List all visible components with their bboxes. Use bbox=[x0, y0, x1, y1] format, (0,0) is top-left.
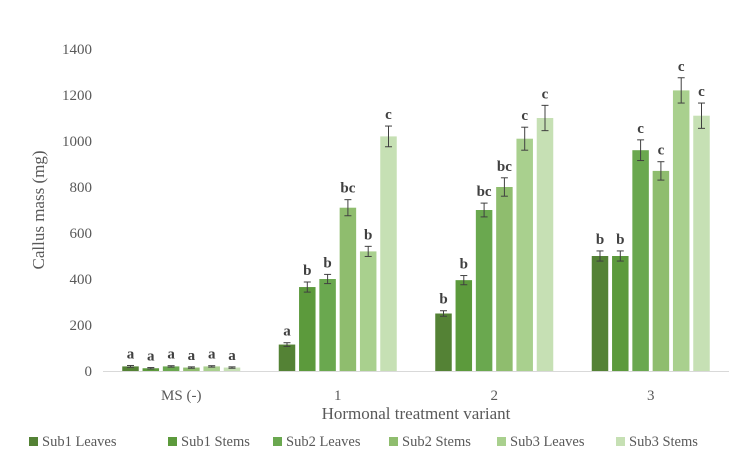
significance-label: a bbox=[147, 349, 155, 365]
bar bbox=[380, 136, 397, 371]
significance-label: c bbox=[637, 121, 644, 137]
y-tick-label: 1000 bbox=[62, 134, 92, 150]
bar bbox=[142, 368, 160, 371]
legend-swatch bbox=[616, 437, 625, 446]
y-tick-label: 400 bbox=[70, 272, 93, 288]
y-tick-label: 1200 bbox=[62, 88, 92, 104]
bar bbox=[632, 150, 649, 371]
bar bbox=[183, 367, 200, 371]
bar bbox=[612, 256, 629, 371]
significance-label: a bbox=[167, 347, 175, 363]
legend-swatch bbox=[389, 437, 398, 446]
legend-label: Sub3 Leaves bbox=[510, 434, 585, 450]
legend-swatch bbox=[497, 437, 506, 446]
y-tick-label: 0 bbox=[85, 364, 93, 380]
bar bbox=[693, 115, 710, 371]
y-tick-label: 800 bbox=[70, 180, 93, 196]
bar bbox=[435, 313, 452, 371]
bar bbox=[339, 207, 357, 371]
legend-swatch bbox=[273, 437, 282, 446]
legend-label: Sub2 Stems bbox=[402, 434, 471, 450]
bar bbox=[203, 366, 220, 371]
significance-label: a bbox=[283, 324, 291, 340]
significance-label: b bbox=[460, 257, 468, 273]
legend-swatch bbox=[29, 437, 38, 446]
legend-label: Sub2 Leaves bbox=[286, 434, 361, 450]
significance-label: bc bbox=[497, 159, 512, 175]
significance-label: b bbox=[323, 255, 331, 271]
legend-label: Sub3 Stems bbox=[629, 434, 698, 450]
bar bbox=[162, 366, 180, 371]
significance-label: c bbox=[385, 107, 392, 123]
bar bbox=[319, 279, 336, 371]
bar bbox=[672, 90, 690, 372]
y-axis: 0 200 400 600 800 1000 1200 1400 bbox=[62, 42, 92, 380]
x-tick-label: MS (-) bbox=[161, 388, 201, 404]
legend: Sub1 Leaves Sub1 Stems Sub2 Leaves Sub2 Ste… bbox=[29, 434, 698, 450]
significance-label: c bbox=[698, 84, 705, 100]
significance-label: a bbox=[208, 347, 216, 363]
bar bbox=[299, 287, 316, 371]
legend-label: Sub1 Leaves bbox=[42, 434, 117, 450]
bar bbox=[536, 118, 554, 371]
y-tick-label: 200 bbox=[70, 318, 93, 334]
significance-label: c bbox=[542, 86, 549, 102]
significance-label: c bbox=[658, 143, 665, 159]
x-tick-label: 2 bbox=[491, 388, 499, 404]
significance-label: b bbox=[616, 232, 624, 248]
significance-label: b bbox=[439, 292, 447, 308]
significance-label: bc bbox=[477, 184, 492, 200]
legend-swatch bbox=[168, 437, 177, 446]
y-tick-label: 1400 bbox=[62, 42, 92, 58]
bar bbox=[223, 367, 241, 371]
significance-label: a bbox=[188, 348, 196, 364]
bar bbox=[122, 366, 139, 371]
x-axis-title: Hormonal treatment variant bbox=[322, 404, 511, 423]
significance-label: b bbox=[303, 263, 311, 279]
x-tick-label: 3 bbox=[647, 388, 655, 404]
bar bbox=[359, 251, 377, 371]
x-axis: MS (-) 1 2 3 bbox=[161, 388, 654, 404]
y-tick-label: 600 bbox=[70, 226, 93, 242]
bar bbox=[496, 187, 513, 371]
bar bbox=[516, 138, 533, 371]
significance-label: c bbox=[521, 108, 528, 124]
bar bbox=[591, 256, 609, 371]
significance-label: b bbox=[364, 227, 372, 243]
bar bbox=[278, 344, 296, 371]
x-tick-label: 1 bbox=[334, 388, 342, 404]
significance-label: a bbox=[127, 346, 135, 362]
bar bbox=[652, 170, 670, 371]
significance-label: a bbox=[228, 348, 236, 364]
y-axis-title: Callus mass (mg) bbox=[29, 151, 48, 270]
bar bbox=[475, 210, 493, 371]
legend-label: Sub1 Stems bbox=[181, 434, 250, 450]
significance-label: c bbox=[678, 59, 685, 75]
significance-label: b bbox=[596, 232, 604, 248]
significance-label: bc bbox=[340, 181, 355, 197]
bar bbox=[455, 280, 473, 371]
